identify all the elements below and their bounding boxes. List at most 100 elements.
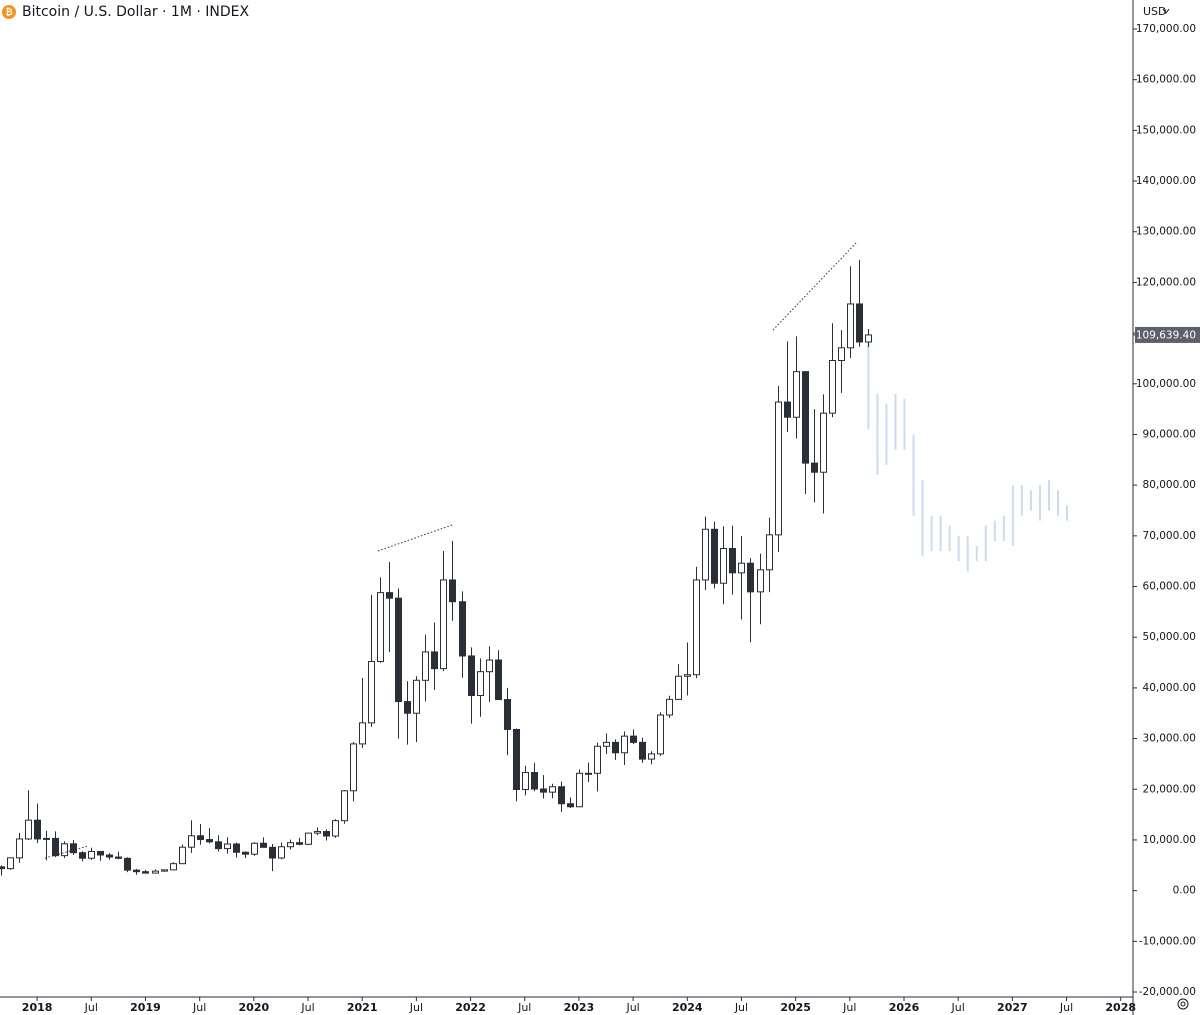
candle-body: [7, 857, 14, 870]
x-tick-label: 2019: [130, 1001, 161, 1014]
y-tick-label: -10,000.00: [1139, 935, 1196, 947]
x-tick-label: 2023: [564, 1001, 595, 1014]
candle-body: [865, 334, 872, 343]
candle-body: [97, 850, 104, 856]
x-tick-label: Jul: [192, 1001, 206, 1014]
candle-body: [784, 401, 791, 418]
y-tick-label: 140,000.00: [1136, 175, 1196, 187]
candle-body: [359, 722, 366, 745]
y-tick-label: -20,000.00: [1139, 986, 1196, 998]
last-price-box: [1135, 326, 1200, 343]
y-tick-label: 30,000.00: [1143, 733, 1196, 745]
y-tick-label: 70,000.00: [1143, 530, 1196, 542]
candle-body: [693, 579, 700, 676]
candle-body: [549, 786, 556, 793]
settings-button-center[interactable]: [1180, 1001, 1186, 1007]
candle-body: [161, 869, 168, 872]
candle-body: [775, 401, 782, 536]
candle-body: [25, 819, 32, 840]
last-price-label: 109,639.40: [1136, 329, 1196, 341]
x-tick-label: Jul: [84, 1001, 98, 1014]
candle-body: [341, 790, 348, 822]
settings-button[interactable]: [1177, 998, 1189, 1010]
candle-body: [431, 651, 438, 670]
x-tick-label: Jul: [842, 1001, 856, 1014]
candle-body: [133, 869, 140, 873]
y-tick-label: 150,000.00: [1136, 124, 1196, 136]
y-tick-label: 20,000.00: [1143, 783, 1196, 795]
candle-body: [52, 837, 59, 857]
candle-body: [413, 679, 420, 714]
candle-body: [206, 839, 213, 843]
candle-body: [215, 841, 222, 850]
candle-body: [314, 831, 321, 834]
bitcoin-icon: [2, 5, 16, 19]
candle-body: [666, 698, 673, 716]
candle-body: [305, 832, 312, 845]
candle-body: [504, 699, 511, 730]
x-tick-label: 2025: [780, 1001, 811, 1014]
y-tick-label: 80,000.00: [1143, 479, 1196, 491]
candle-body: [531, 772, 538, 790]
y-tick-label: 170,000.00: [1136, 23, 1196, 35]
trendline: [44, 845, 89, 859]
candle-body: [124, 857, 131, 871]
candle-body: [88, 850, 95, 859]
x-tick-label: Jul: [1059, 1001, 1073, 1014]
candle-body: [585, 772, 592, 775]
y-tick-label: 60,000.00: [1143, 581, 1196, 593]
candle-body: [513, 728, 520, 791]
candle-body: [829, 359, 836, 414]
candle-body: [468, 655, 475, 696]
candle-body: [386, 592, 393, 599]
y-tick-label: 120,000.00: [1136, 276, 1196, 288]
candle-body: [440, 579, 447, 670]
candle-body: [811, 462, 818, 473]
x-tick-label: Jul: [734, 1001, 748, 1014]
candle-body: [747, 562, 754, 593]
trendline: [772, 242, 857, 331]
candle-body: [793, 371, 800, 418]
x-tick-label: Jul: [625, 1001, 639, 1014]
candle-body: [79, 852, 86, 859]
candle-body: [757, 569, 764, 593]
candle-body: [711, 528, 718, 584]
candle-body: [594, 745, 601, 774]
trendlines: [44, 242, 857, 859]
x-tick-label: Jul: [951, 1001, 965, 1014]
candle-body: [639, 741, 646, 760]
currency-dropdown[interactable]: [1162, 8, 1170, 14]
candle-body: [0, 866, 5, 870]
candle-body: [260, 842, 267, 848]
candle-body: [34, 819, 41, 840]
candle-body: [404, 701, 411, 714]
candle-body: [459, 601, 466, 657]
x-tick-label: Jul: [300, 1001, 314, 1014]
candle-body: [368, 661, 375, 724]
candle-body: [648, 753, 655, 760]
candle-body: [233, 843, 240, 853]
candle-body: [188, 835, 195, 848]
x-tick-label: 2021: [347, 1001, 378, 1014]
candle-body: [106, 854, 113, 858]
candle-body: [287, 842, 294, 848]
x-tick-label: 2028: [1105, 1001, 1136, 1014]
candle-body: [621, 735, 628, 754]
y-tick-label: 160,000.00: [1136, 74, 1196, 86]
candle-body: [70, 843, 77, 854]
x-tick-label: Jul: [517, 1001, 531, 1014]
x-tick-label: 2024: [672, 1001, 703, 1014]
currency-label[interactable]: USD: [1143, 5, 1167, 18]
y-tick-label: 130,000.00: [1136, 226, 1196, 238]
candle-body: [61, 843, 68, 857]
y-tick-label: 50,000.00: [1143, 631, 1196, 643]
candle-body: [377, 592, 384, 663]
candle-body: [170, 863, 177, 871]
candle-body: [603, 741, 610, 747]
trendline: [377, 524, 453, 552]
y-tick-label: 100,000.00: [1136, 378, 1196, 390]
candle-body: [422, 651, 429, 681]
candle-body: [576, 772, 583, 808]
candle-body: [224, 843, 231, 850]
